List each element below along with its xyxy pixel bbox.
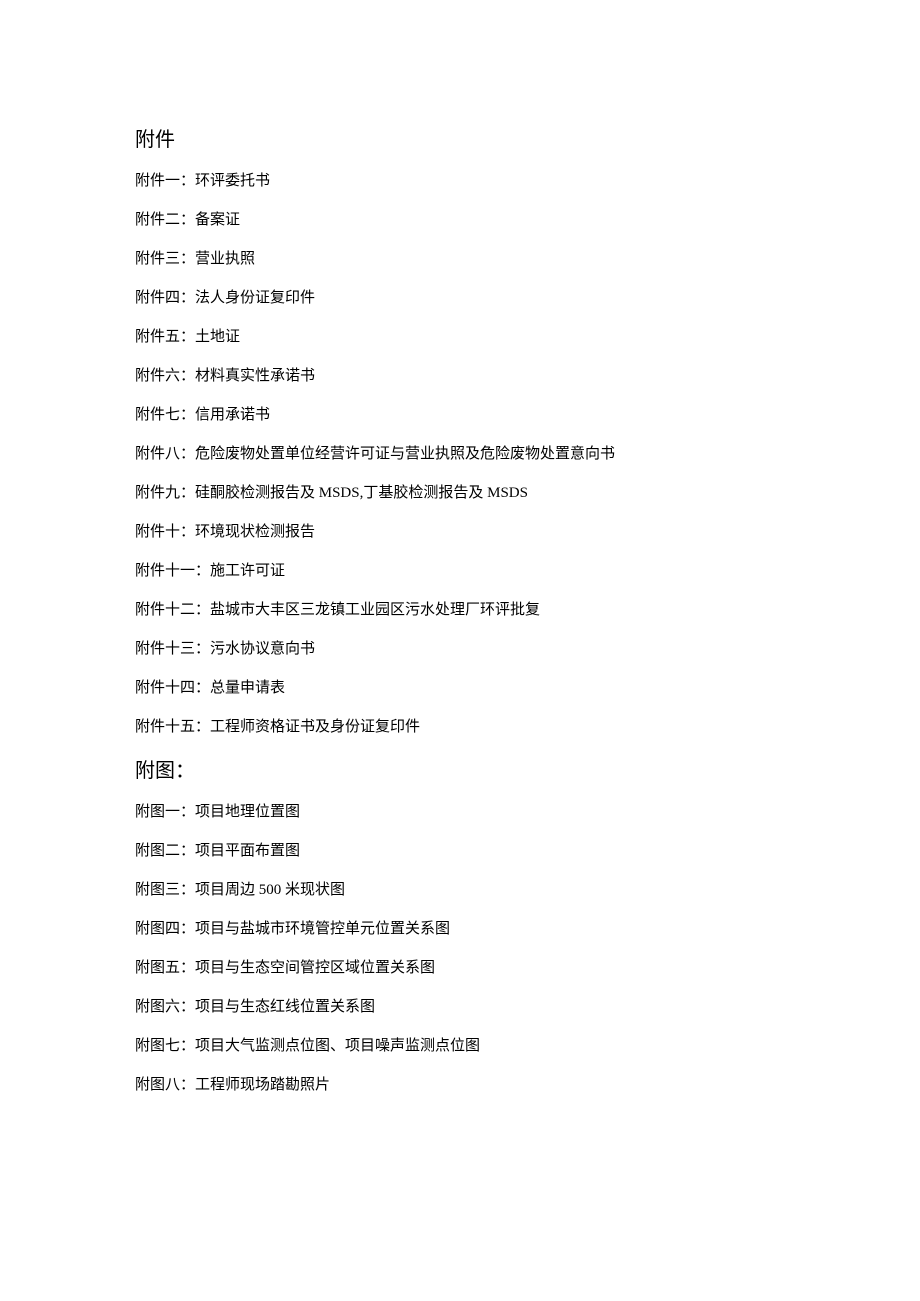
attachments-title: 附件 (135, 125, 785, 155)
attachment-item: 附件十一：施工许可证 (135, 559, 785, 583)
attachment-item: 附件七：信用承诺书 (135, 403, 785, 427)
figure-item: 附图三：项目周边 500 米现状图 (135, 878, 785, 902)
figure-item: 附图五：项目与生态空间管控区域位置关系图 (135, 956, 785, 980)
figure-item: 附图七：项目大气监测点位图、项目噪声监测点位图 (135, 1034, 785, 1058)
attachment-item: 附件十三：污水协议意向书 (135, 637, 785, 661)
figure-item: 附图六：项目与生态红线位置关系图 (135, 995, 785, 1019)
attachment-item: 附件二：备案证 (135, 208, 785, 232)
attachment-item: 附件三：营业执照 (135, 247, 785, 271)
figure-item: 附图四：项目与盐城市环境管控单元位置关系图 (135, 917, 785, 941)
figures-title: 附图： (135, 756, 785, 786)
attachment-item: 附件八：危险废物处置单位经营许可证与营业执照及危险废物处置意向书 (135, 442, 785, 466)
attachment-item: 附件五：土地证 (135, 325, 785, 349)
attachment-item: 附件四：法人身份证复印件 (135, 286, 785, 310)
attachment-item: 附件一：环评委托书 (135, 169, 785, 193)
attachment-item: 附件十五：工程师资格证书及身份证复印件 (135, 715, 785, 739)
attachment-item: 附件十：环境现状检测报告 (135, 520, 785, 544)
attachment-item: 附件六：材料真实性承诺书 (135, 364, 785, 388)
attachment-item: 附件十四：总量申请表 (135, 676, 785, 700)
attachment-item: 附件九：硅酮胶检测报告及 MSDS,丁基胶检测报告及 MSDS (135, 481, 785, 505)
figure-item: 附图八：工程师现场踏勘照片 (135, 1073, 785, 1097)
figure-item: 附图二：项目平面布置图 (135, 839, 785, 863)
figure-item: 附图一：项目地理位置图 (135, 800, 785, 824)
attachment-item: 附件十二：盐城市大丰区三龙镇工业园区污水处理厂环评批复 (135, 598, 785, 622)
